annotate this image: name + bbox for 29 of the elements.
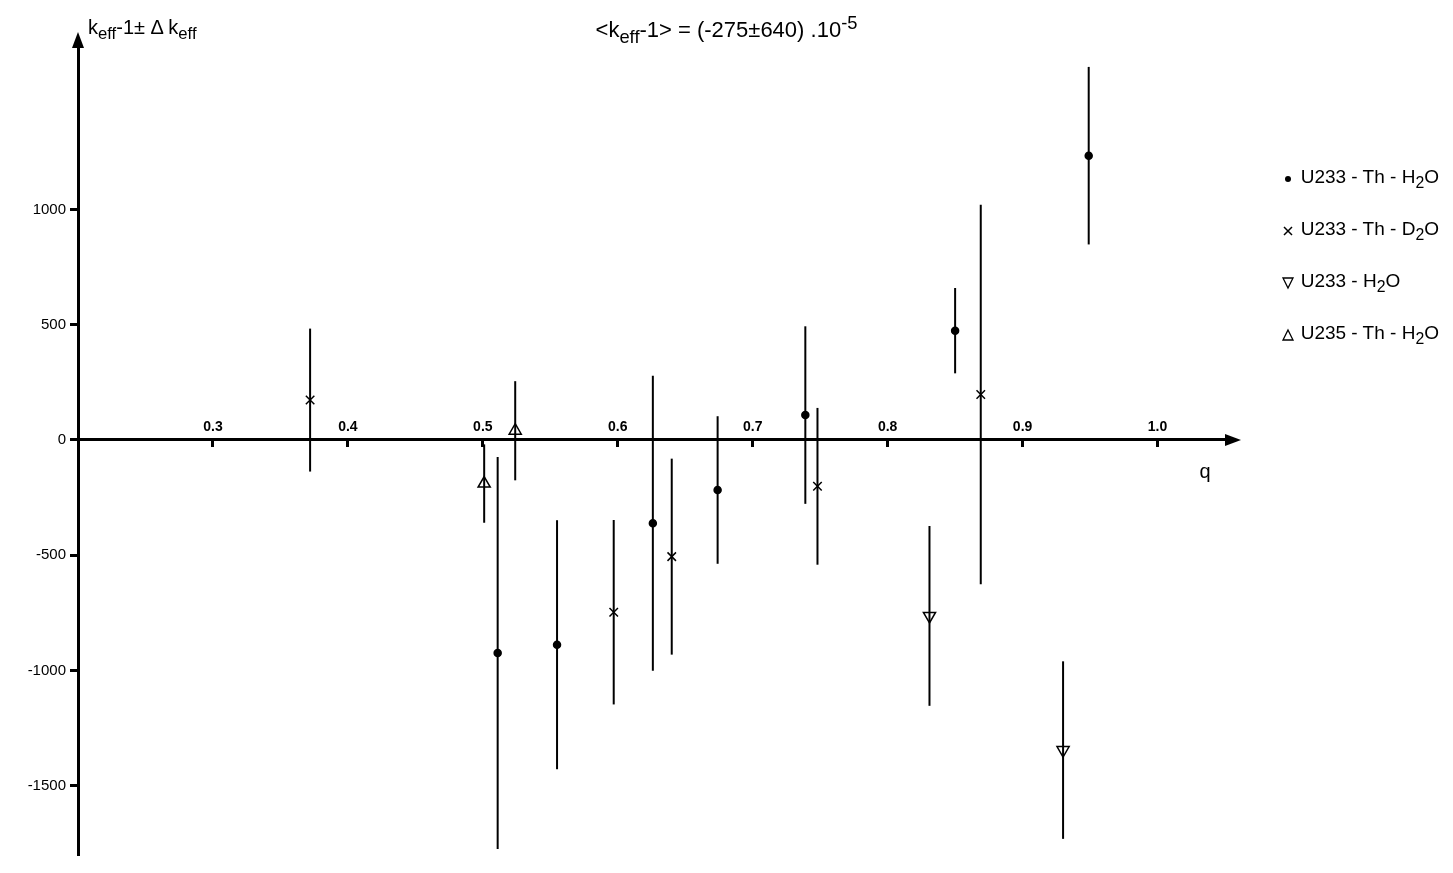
legend-label: U233 - Th - D$_{2}$O bbox=[1300, 218, 1439, 244]
x-tick-label: 0.9 bbox=[1012, 417, 1033, 434]
x-tick-label: 0.7 bbox=[742, 417, 763, 434]
x-axis-title: q bbox=[1199, 459, 1211, 482]
x-tick-label: 0.5 bbox=[473, 417, 493, 434]
x-tick-label: 1.0 bbox=[1147, 417, 1168, 434]
y-axis-title: k$_{eff}$-1± Δ k$_{eff}$ bbox=[88, 16, 197, 44]
x-tick-label: 0.3 bbox=[203, 417, 223, 434]
point bbox=[608, 607, 619, 618]
x-tick-label: 0.4 bbox=[338, 417, 358, 434]
y-tick-label: -1000 bbox=[27, 660, 66, 678]
y-tick-label: -1500 bbox=[27, 775, 66, 793]
x-tick-label: 0.8 bbox=[877, 417, 898, 434]
y-tick-label: 0 bbox=[57, 430, 66, 448]
y-tick-label: -500 bbox=[35, 545, 66, 563]
chart-title: <k$_{eff}$-1> = (-275±640) .10$^{-5}$ bbox=[595, 12, 858, 47]
x-tick-label: 0.6 bbox=[608, 417, 628, 434]
y-tick-label: 500 bbox=[40, 314, 66, 332]
point bbox=[666, 551, 677, 562]
point bbox=[508, 423, 523, 435]
point bbox=[922, 611, 937, 624]
point bbox=[975, 389, 986, 400]
point bbox=[305, 395, 316, 406]
y-tick-label: 1000 bbox=[32, 199, 66, 217]
legend-label: U233 - H$_{2}$O bbox=[1300, 270, 1401, 296]
legend-label: U235 - Th - H$_{2}$O bbox=[1300, 322, 1439, 348]
point bbox=[812, 481, 823, 492]
point bbox=[1056, 745, 1070, 758]
legend-label: U233 - Th - H$_{2}$O bbox=[1300, 166, 1439, 192]
